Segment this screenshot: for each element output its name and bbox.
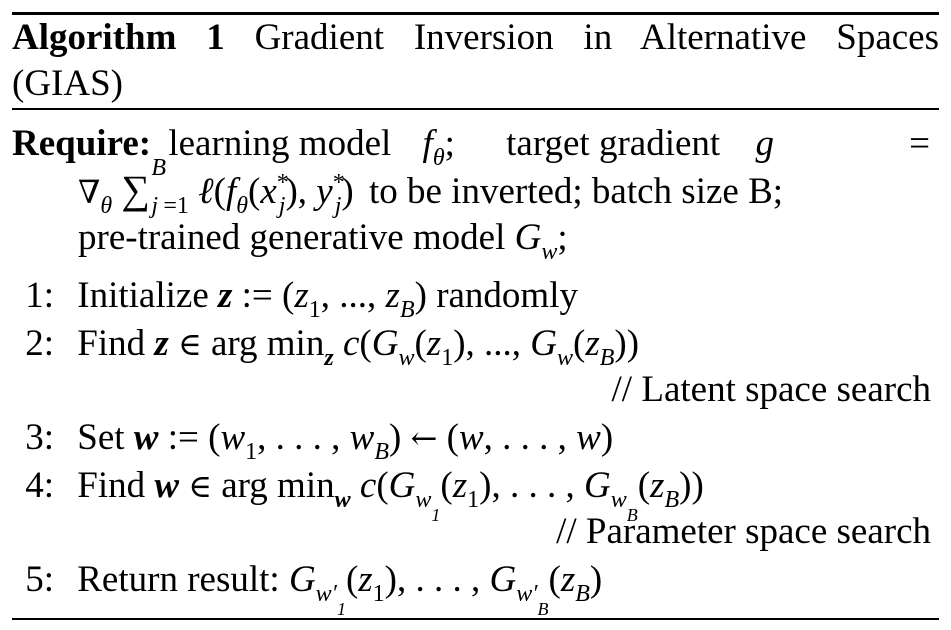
step-4-text: Find [77, 465, 146, 506]
require-text-4: pre-trained generative model [78, 217, 506, 258]
step-1-number: 1: [25, 275, 54, 316]
math-g: g [755, 123, 774, 164]
step-4-math: w ∈ arg minw c(Gw1(z1), . . . , GwB(zB)) [154, 465, 704, 525]
step-1-math: z := (z1, ..., zB) [218, 275, 427, 323]
step-2-math: z ∈ arg minz c(Gw(z1), ..., Gw(zB)) [154, 323, 640, 371]
step-2-text: Find [77, 323, 146, 364]
require-text-3: to be inverted; batch size B; [368, 171, 784, 212]
math-f-theta: fθ; [422, 123, 455, 171]
step-1-suffix: randomly [436, 275, 578, 316]
step-3-number: 3: [25, 417, 54, 458]
step-5-number: 5: [25, 559, 54, 600]
step-1: 1: Initialize z := (z1, ..., zB) randoml… [12, 274, 578, 323]
comment-latent-search: // Latent space search [611, 369, 931, 410]
step-4: 4: Find w ∈ arg minw c(Gw1(z1), . . . , … [12, 464, 704, 525]
require-label: Require: [12, 123, 152, 164]
require-text-2: target gradient [506, 123, 721, 164]
step-3-math: w := (w1, . . . , wB) ← (w, . . . , w) [133, 417, 614, 465]
step-3-text: Set [77, 417, 125, 458]
step-1-text: Initialize [77, 275, 209, 316]
step-5: 5: Return result: Gw′1(z1), . . . , Gw′B… [12, 558, 603, 619]
algorithm-title-line2: (GIAS) [12, 63, 123, 104]
math-equals: = [909, 123, 930, 164]
comment-parameter-search: // Parameter space search [556, 511, 931, 552]
require-line-3: pre-trained generative model Gw; [78, 216, 568, 265]
title-rule [12, 108, 939, 110]
step-2-number: 2: [25, 323, 54, 364]
require-line-1: Require: learning model fθ; target gradi… [12, 122, 930, 171]
math-G-w: Gw; [514, 217, 568, 265]
step-4-number: 4: [25, 465, 54, 506]
step-3: 3: Set w := (w1, . . . , wB) ← (w, . . .… [12, 416, 614, 465]
step-5-text: Return result: [77, 559, 280, 600]
bottom-rule [12, 618, 939, 620]
step-2: 2: Find z ∈ arg minz c(Gw(z1), ..., Gw(z… [12, 322, 640, 371]
require-text-1: learning model [168, 123, 392, 164]
algorithm-label: Algorithm 1 [12, 17, 225, 58]
algorithm-title-line1: Gradient Inversion in Alternative Spaces [254, 17, 939, 58]
step-5-math: Gw′1(z1), . . . , Gw′B(zB) [288, 559, 603, 619]
algorithm-title: Algorithm 1 Gradient Inversion in Altern… [12, 16, 939, 60]
top-rule [12, 12, 939, 15]
